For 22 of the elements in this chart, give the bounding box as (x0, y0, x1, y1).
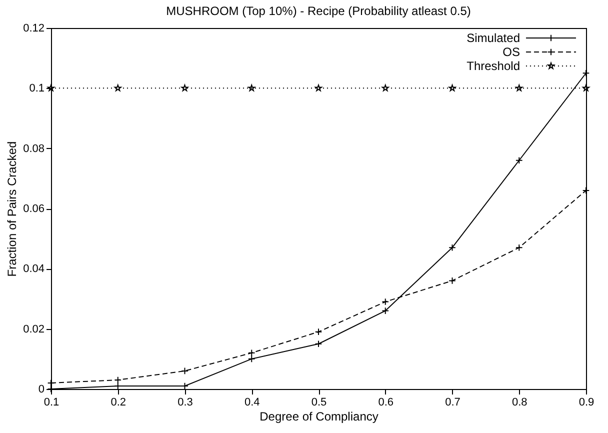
x-tick-label: 0.6 (378, 396, 394, 408)
y-axis-title: Fraction of Pairs Cracked (5, 141, 20, 277)
legend-label: Threshold (466, 59, 520, 73)
x-tick-label: 0.4 (244, 396, 260, 408)
x-tick-label: 0.8 (512, 396, 528, 408)
legend-label: OS (502, 45, 520, 59)
x-tick-label: 0.5 (311, 396, 327, 408)
x-axis-title: Degree of Compliancy (260, 410, 378, 424)
y-tick-label: 0.1 (29, 82, 44, 95)
y-tick-label: 0.08 (23, 142, 44, 155)
x-tick-label: 0.1 (44, 396, 60, 408)
y-tick-label: 0.06 (23, 203, 44, 215)
y-tick-label: 0.02 (23, 323, 44, 336)
y-tick-label: 0 (38, 384, 44, 396)
chart-title: MUSHROOM (Top 10%) - Recipe (Probability atleast 0.5) (166, 4, 471, 18)
legend-label: Simulated (466, 31, 520, 45)
y-tick-label: 0.12 (23, 22, 44, 34)
x-tick-label: 0.3 (178, 396, 193, 408)
y-tick-label: 0.04 (23, 263, 44, 276)
x-tick-label: 0.9 (578, 396, 594, 408)
x-tick-label: 0.2 (110, 396, 126, 408)
x-tick-label: 0.7 (445, 396, 460, 408)
